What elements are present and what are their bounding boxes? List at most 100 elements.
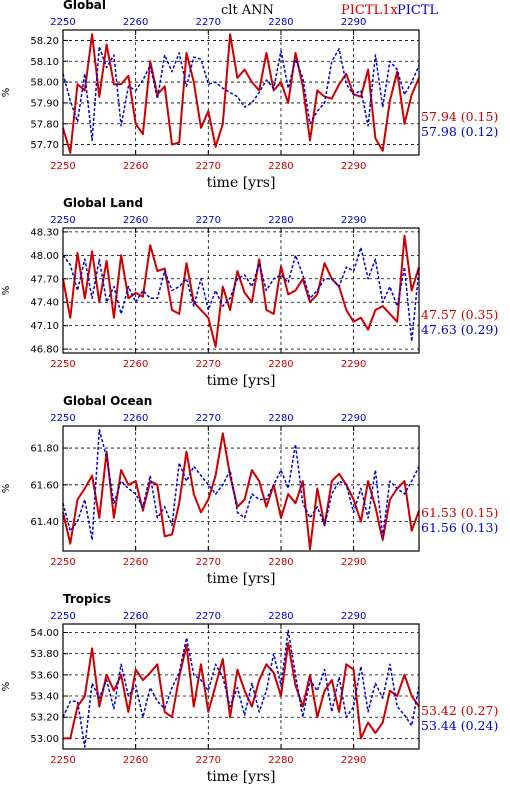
x-tick-label-bottom: 2280 bbox=[268, 161, 293, 172]
run1-label: PICTL1x bbox=[341, 3, 398, 18]
panel-title: Global Ocean bbox=[63, 394, 152, 408]
y-tick-label: 48.30 bbox=[30, 227, 59, 238]
x-tick-label-top: 2290 bbox=[341, 17, 366, 28]
series-line-pictl bbox=[62, 45, 420, 142]
x-tick-label-top: 2280 bbox=[268, 17, 293, 28]
x-tick-label-top: 2270 bbox=[196, 413, 221, 424]
y-tick-label: 47.40 bbox=[30, 298, 59, 309]
series-line-pictl bbox=[62, 246, 420, 343]
y-axis-label: % bbox=[1, 682, 12, 692]
stat-pictl1x: 47.57 (0.35) bbox=[421, 307, 498, 322]
x-tick-label-bottom: 2270 bbox=[196, 755, 221, 766]
stat-pictl: 61.56 (0.13) bbox=[421, 520, 498, 535]
x-tick-label-top: 2270 bbox=[196, 215, 221, 226]
panel-title: Tropics bbox=[63, 592, 111, 606]
variable-label: clt ANN bbox=[221, 3, 274, 18]
x-tick-label-bottom: 2270 bbox=[196, 161, 221, 172]
x-tick-label-bottom: 2260 bbox=[123, 557, 148, 568]
x-tick-label-bottom: 2290 bbox=[341, 359, 366, 370]
panel-tropics: Tropics 53.00 53.20 53.40 53.60 53.80 54.00 225… bbox=[1, 592, 498, 785]
plot-frame bbox=[62, 623, 420, 750]
stat-pictl: 57.98 (0.12) bbox=[421, 124, 498, 139]
stat-pictl: 53.44 (0.24) bbox=[421, 718, 498, 733]
series-line-pictl1x bbox=[63, 642, 420, 740]
stat-pictl1x: 53.42 (0.27) bbox=[421, 703, 498, 718]
y-tick-label: 53.80 bbox=[30, 649, 59, 660]
y-axis-label: % bbox=[1, 484, 12, 494]
y-tick-label: 58.00 bbox=[30, 78, 59, 89]
plot-frame bbox=[62, 29, 420, 156]
x-tick-label-top: 2270 bbox=[196, 611, 221, 622]
panel-global-land: Global Land 46.80 47.10 47.40 47.70 48.00 48.3… bbox=[1, 196, 498, 389]
x-tick-label-top: 2260 bbox=[123, 215, 148, 226]
x-tick-label-bottom: 2250 bbox=[50, 161, 75, 172]
x-tick-label-bottom: 2280 bbox=[268, 359, 293, 370]
x-tick-label-top: 2280 bbox=[268, 413, 293, 424]
series-line-pictl1x bbox=[62, 234, 420, 348]
x-tick-label-bottom: 2260 bbox=[123, 359, 148, 370]
x-tick-label-bottom: 2260 bbox=[123, 755, 148, 766]
stat-pictl1x: 57.94 (0.15) bbox=[421, 109, 498, 124]
series-line-pictl1x bbox=[62, 432, 420, 551]
x-tick-label-top: 2250 bbox=[50, 215, 75, 226]
y-tick-label: 47.70 bbox=[30, 274, 59, 285]
x-tick-label-top: 2260 bbox=[123, 413, 148, 424]
y-tick-label: 61.60 bbox=[30, 480, 59, 491]
y-tick-label: 48.00 bbox=[30, 251, 59, 262]
x-tick-label-bottom: 2270 bbox=[196, 359, 221, 370]
x-axis-label: time [yrs] bbox=[207, 769, 276, 785]
x-tick-label-bottom: 2280 bbox=[268, 755, 293, 766]
x-axis-label: time [yrs] bbox=[207, 175, 276, 191]
x-tick-label-top: 2290 bbox=[341, 611, 366, 622]
y-tick-label: 61.80 bbox=[30, 444, 59, 455]
y-tick-label: 53.40 bbox=[30, 692, 59, 703]
x-tick-label-bottom: 2290 bbox=[341, 161, 366, 172]
y-tick-label: 57.90 bbox=[30, 98, 59, 109]
y-tick-label: 46.80 bbox=[30, 345, 59, 356]
x-tick-label-bottom: 2250 bbox=[50, 557, 75, 568]
x-tick-label-top: 2260 bbox=[123, 611, 148, 622]
x-tick-label-bottom: 2260 bbox=[123, 161, 148, 172]
y-tick-label: 57.70 bbox=[30, 140, 59, 151]
plot-frame bbox=[62, 227, 420, 354]
x-tick-label-bottom: 2290 bbox=[341, 557, 366, 568]
panel-global-ocean: Global Ocean 61.40 61.60 61.80 2250 2250 2260 2… bbox=[1, 394, 498, 587]
series-line-pictl bbox=[62, 428, 420, 541]
x-tick-label-bottom: 2250 bbox=[50, 755, 75, 766]
x-tick-label-top: 2290 bbox=[341, 413, 366, 424]
x-tick-label-top: 2250 bbox=[50, 17, 75, 28]
plot-frame bbox=[62, 425, 420, 552]
y-axis-label: % bbox=[1, 88, 12, 98]
x-tick-label-top: 2270 bbox=[196, 17, 221, 28]
y-tick-label: 53.00 bbox=[30, 734, 59, 745]
x-tick-label-top: 2260 bbox=[123, 17, 148, 28]
x-axis-label: time [yrs] bbox=[207, 373, 276, 389]
y-tick-label: 53.60 bbox=[30, 670, 59, 681]
panel-title: Global Land bbox=[63, 196, 143, 210]
x-tick-label-bottom: 2270 bbox=[196, 557, 221, 568]
y-tick-label: 53.20 bbox=[30, 713, 59, 724]
x-tick-label-bottom: 2250 bbox=[50, 359, 75, 370]
x-axis-label: time [yrs] bbox=[207, 571, 276, 587]
y-tick-label: 58.10 bbox=[30, 57, 59, 68]
x-tick-label-bottom: 2290 bbox=[341, 755, 366, 766]
panel-global: Global 57.70 57.80 57.90 58.00 58.10 58.20 2250… bbox=[1, 0, 498, 191]
y-tick-label: 54.00 bbox=[30, 628, 59, 639]
x-tick-label-bottom: 2280 bbox=[268, 557, 293, 568]
y-tick-label: 61.40 bbox=[30, 517, 59, 528]
stat-pictl: 47.63 (0.29) bbox=[421, 322, 498, 337]
run2-label: PICTL bbox=[397, 3, 439, 18]
x-tick-label-top: 2250 bbox=[50, 413, 75, 424]
panels: Global 57.70 57.80 57.90 58.00 58.10 58.20 2250… bbox=[1, 0, 498, 785]
panel-title: Global bbox=[63, 0, 106, 12]
y-tick-label: 47.10 bbox=[30, 321, 59, 332]
stat-pictl1x: 61.53 (0.15) bbox=[421, 505, 498, 520]
y-axis-label: % bbox=[1, 286, 12, 296]
x-tick-label-top: 2280 bbox=[268, 611, 293, 622]
y-tick-label: 57.80 bbox=[30, 119, 59, 130]
x-tick-label-top: 2290 bbox=[341, 215, 366, 226]
x-tick-label-top: 2250 bbox=[50, 611, 75, 622]
x-tick-label-top: 2280 bbox=[268, 215, 293, 226]
y-tick-label: 58.20 bbox=[30, 36, 59, 47]
series-line-pictl1x bbox=[62, 33, 420, 154]
